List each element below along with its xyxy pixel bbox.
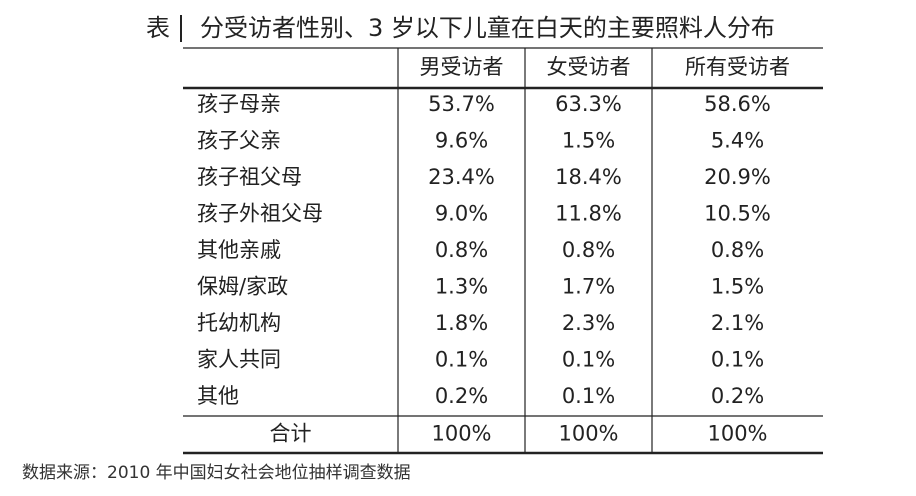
- cell-value: 23.4%: [428, 165, 495, 189]
- cell-value: 1.7%: [562, 275, 615, 299]
- row-label: 保姆/家政: [197, 275, 288, 299]
- cell-value: 0.2%: [711, 384, 764, 408]
- column-header: 女受访者: [547, 55, 631, 79]
- row-label: 孩子母亲: [197, 92, 281, 116]
- total-label: 合计: [270, 422, 312, 446]
- cell-value: 2.1%: [711, 311, 764, 335]
- total-value: 100%: [431, 422, 491, 446]
- cell-value: 53.7%: [428, 92, 495, 116]
- cell-value: 0.8%: [435, 238, 488, 262]
- cell-value: 9.0%: [435, 202, 488, 226]
- cell-value: 0.8%: [562, 238, 615, 262]
- total-value: 100%: [707, 422, 767, 446]
- cell-value: 11.8%: [555, 202, 622, 226]
- cell-value: 0.1%: [435, 348, 488, 372]
- cell-value: 0.2%: [435, 384, 488, 408]
- row-label: 孩子祖父母: [197, 165, 302, 189]
- cell-value: 0.1%: [562, 348, 615, 372]
- cell-value: 1.8%: [435, 311, 488, 335]
- cell-value: 2.3%: [562, 311, 615, 335]
- cell-value: 18.4%: [555, 165, 622, 189]
- cell-value: 5.4%: [711, 129, 764, 153]
- row-label: 其他亲戚: [197, 238, 281, 262]
- total-value: 100%: [558, 422, 618, 446]
- cell-value: 1.5%: [711, 275, 764, 299]
- column-header: 所有受访者: [685, 55, 790, 79]
- cell-value: 0.1%: [711, 348, 764, 372]
- cell-value: 10.5%: [704, 202, 771, 226]
- cell-value: 0.8%: [711, 238, 764, 262]
- column-header: 男受访者: [420, 55, 504, 79]
- cell-value: 0.1%: [562, 384, 615, 408]
- cell-value: 9.6%: [435, 129, 488, 153]
- source: 数据来源：2010 年中国妇女社会地位抽样调查数据: [22, 463, 411, 483]
- row-label: 其他: [197, 384, 239, 408]
- title: 分受访者性别、3 岁以下儿童在白天的主要照料人分布: [200, 14, 775, 42]
- title-label: 表: [146, 14, 170, 42]
- row-label: 家人共同: [197, 348, 281, 372]
- row-label: 托幼机构: [197, 311, 281, 335]
- row-label: 孩子父亲: [197, 129, 281, 153]
- cell-value: 58.6%: [704, 92, 771, 116]
- row-label: 孩子外祖父母: [197, 202, 323, 226]
- cell-value: 63.3%: [555, 92, 622, 116]
- cell-value: 1.5%: [562, 129, 615, 153]
- cell-value: 1.3%: [435, 275, 488, 299]
- cell-value: 20.9%: [704, 165, 771, 189]
